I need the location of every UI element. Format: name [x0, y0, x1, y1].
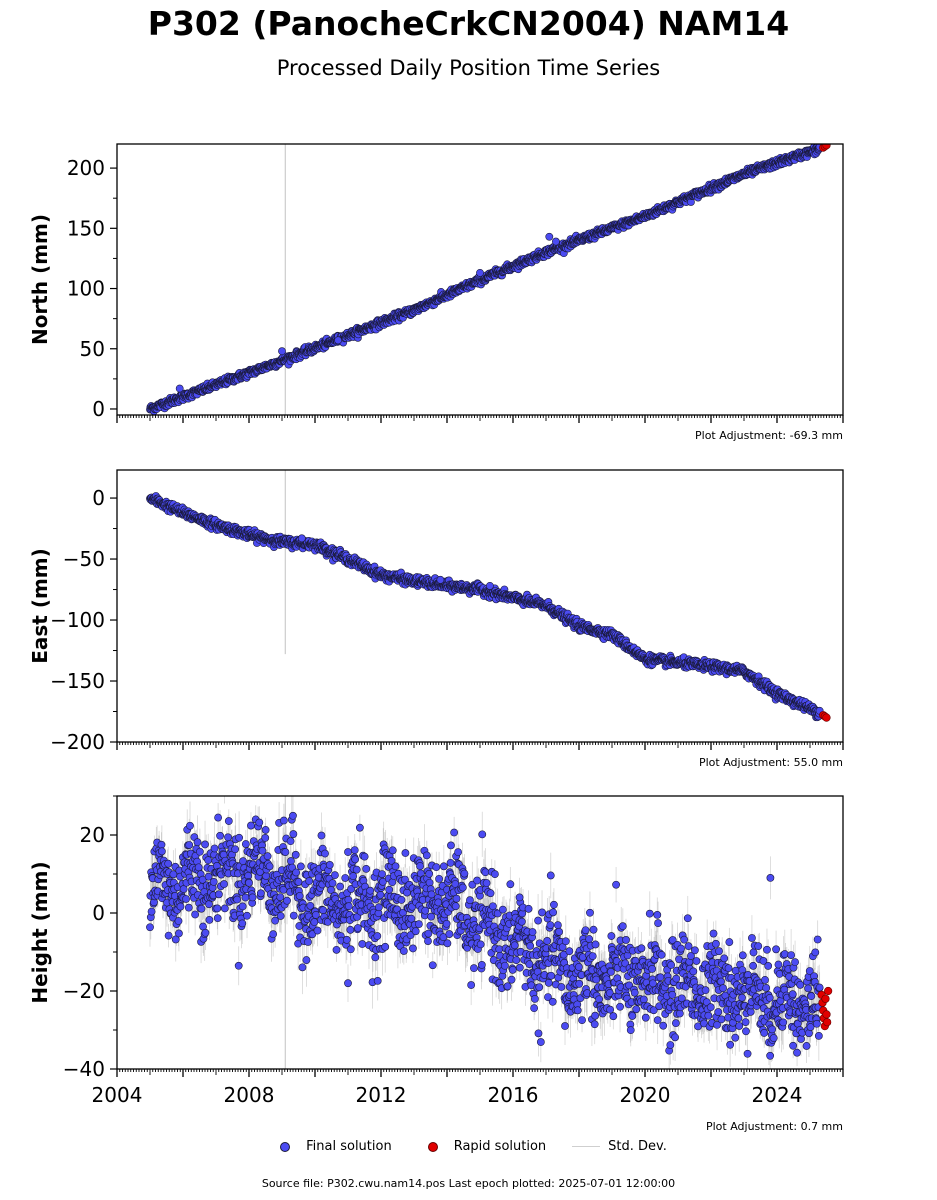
y-axis-label: East (mm)	[28, 548, 52, 664]
y-tick-label: 200	[67, 156, 105, 180]
rapid-solution-point	[822, 144, 831, 150]
plot-adjustment-note: Plot Adjustment: -69.3 mm	[695, 429, 843, 442]
plot-area	[146, 796, 833, 1069]
y-tick-label: −200	[50, 730, 105, 754]
plot-area	[146, 144, 831, 415]
final-solution-point	[334, 336, 342, 345]
chart-subtitle: Processed Daily Position Time Series	[276, 56, 661, 80]
y-tick-label: 0	[92, 486, 105, 510]
final-solution-point	[545, 232, 554, 241]
y-tick-label: −100	[50, 608, 105, 632]
y-tick-label: 100	[67, 277, 105, 301]
panel-1: 0 50 100 150 200 North (mm) Plot Adjustment: -…	[28, 143, 844, 442]
y-tick-label: −50	[63, 547, 105, 571]
y-tick-label: 0	[92, 397, 105, 421]
final-solution-points	[146, 144, 824, 415]
y-tick-label: −150	[50, 669, 105, 693]
plot-adjustment-note: Plot Adjustment: 55.0 mm	[699, 756, 843, 769]
rapid-solution-point	[822, 713, 831, 722]
chart-title: P302 (PanocheCrkCN2004) NAM14	[147, 4, 790, 43]
y-tick-label: 150	[67, 216, 105, 240]
rapid-solution-points	[819, 711, 831, 722]
final-solution-point	[297, 534, 306, 543]
final-solution-point	[552, 237, 560, 246]
final-solution-point	[278, 347, 286, 356]
final-solution-point	[476, 268, 484, 277]
panel-2: 0 −50 −100 −150 −200 East (mm) Plot Adjustment…	[28, 469, 844, 769]
final-solution-point	[485, 581, 494, 590]
plot-area	[146, 470, 831, 722]
final-solution-point	[175, 384, 184, 393]
rapid-solution-points	[819, 144, 831, 152]
y-axis-label: North (mm)	[28, 214, 52, 345]
final-solution-point	[436, 575, 445, 584]
y-tick-label: 50	[80, 337, 105, 361]
final-solution-points	[146, 492, 824, 722]
axes-frame	[116, 469, 844, 743]
